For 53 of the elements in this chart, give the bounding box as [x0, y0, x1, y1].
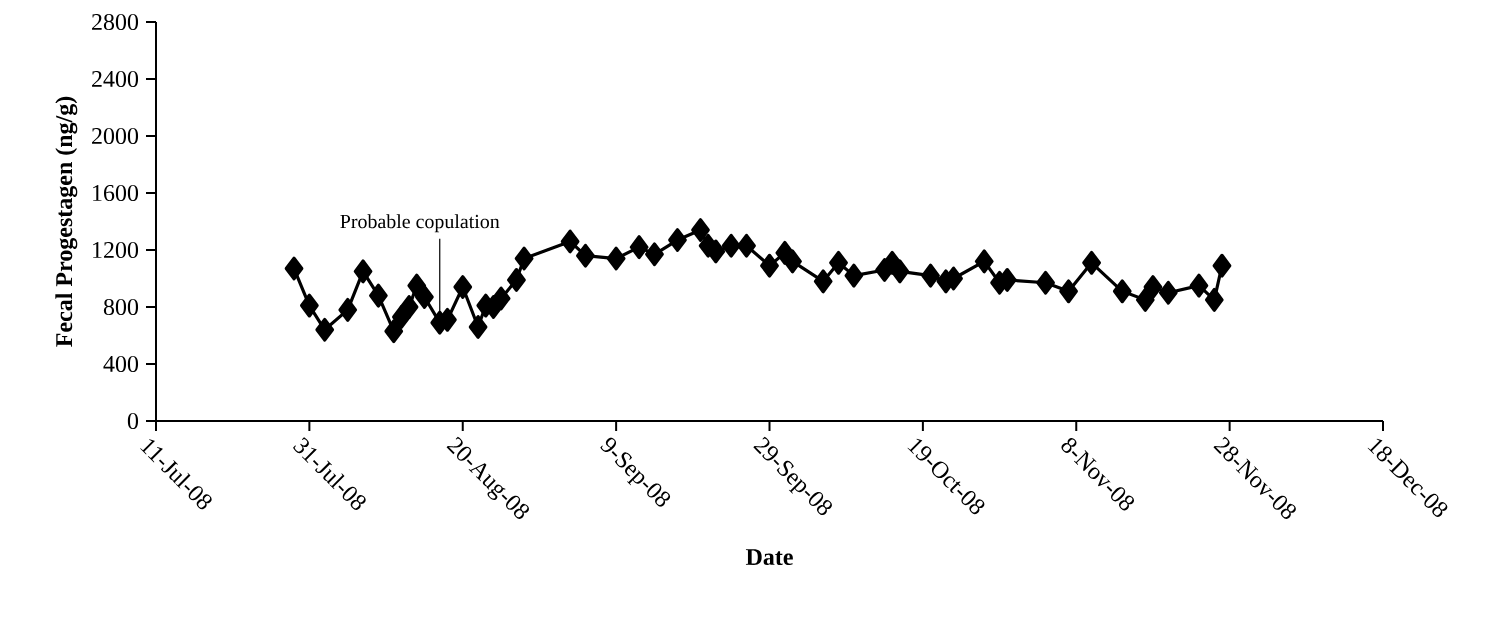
point: [1135, 287, 1155, 312]
point: [1189, 273, 1209, 298]
point: [284, 256, 304, 281]
point: [1212, 253, 1232, 278]
annotation: Probable copulation: [340, 214, 500, 233]
y-tick-label: 2800: [92, 13, 139, 31]
point: [829, 250, 848, 275]
point: [399, 295, 419, 319]
point: [468, 314, 488, 339]
point: [1204, 287, 1224, 312]
point: [721, 233, 741, 258]
point: [514, 246, 534, 271]
point: [737, 233, 756, 258]
y-tick-label: 2400: [92, 70, 139, 88]
point: [491, 286, 511, 311]
point: [1112, 279, 1132, 304]
point: [338, 297, 358, 322]
point: [1036, 270, 1055, 295]
point: [1059, 279, 1078, 304]
point: [369, 283, 388, 308]
y-axis-title: Fecal Progestagen (ng/g): [55, 96, 78, 347]
point: [315, 317, 335, 342]
y-tick-label: 1200: [93, 241, 139, 259]
point: [890, 259, 910, 284]
point: [629, 235, 649, 260]
y-tick-label: 2000: [92, 127, 139, 145]
point: [606, 246, 626, 271]
point: [353, 259, 373, 284]
x-axis-title: Date: [745, 549, 793, 566]
point: [384, 319, 404, 344]
point: [974, 249, 994, 274]
point: [844, 263, 864, 288]
point: [453, 275, 473, 300]
y-tick-label: 800: [103, 298, 139, 316]
point: [645, 242, 664, 267]
point: [760, 253, 779, 278]
point: [560, 229, 580, 254]
point: [576, 243, 595, 268]
y-tick-label: 400: [103, 355, 139, 373]
y-tick-label: 1600: [93, 184, 139, 202]
point: [507, 267, 526, 292]
y-tick-label: 0: [127, 412, 139, 430]
point: [300, 293, 319, 318]
point: [1158, 280, 1178, 305]
point: [668, 228, 687, 252]
point: [783, 249, 802, 274]
point: [691, 218, 710, 243]
point: [1143, 275, 1163, 300]
point: [706, 239, 726, 264]
point: [1082, 250, 1101, 275]
point: [415, 285, 434, 309]
point: [813, 269, 833, 294]
point: [921, 263, 940, 288]
